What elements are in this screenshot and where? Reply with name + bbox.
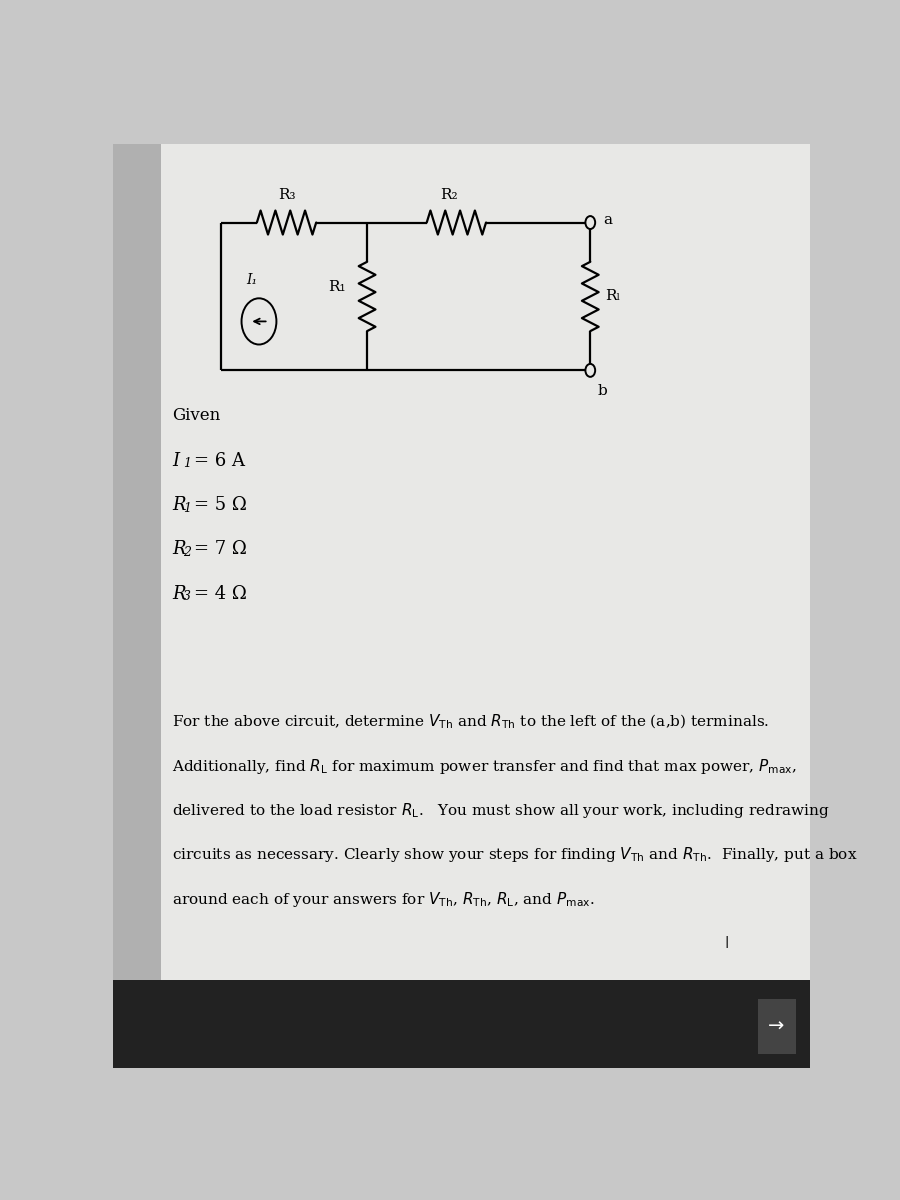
Text: I: I (172, 451, 179, 469)
Text: 2: 2 (183, 546, 191, 559)
Text: Additionally, find $R_{\rm L}$ for maximum power transfer and find that max powe: Additionally, find $R_{\rm L}$ for maxim… (172, 757, 796, 775)
Text: R₃: R₃ (278, 188, 295, 203)
FancyBboxPatch shape (112, 144, 161, 980)
Text: R: R (172, 496, 185, 514)
Text: = 7 Ω: = 7 Ω (194, 540, 247, 558)
Text: 1: 1 (183, 502, 191, 515)
Text: = 5 Ω: = 5 Ω (194, 496, 247, 514)
Text: I₁: I₁ (247, 274, 257, 287)
Text: b: b (598, 384, 607, 397)
Text: delivered to the load resistor $R_{\rm L}$.   You must show all your work, inclu: delivered to the load resistor $R_{\rm L… (172, 800, 830, 820)
Text: 1: 1 (183, 457, 191, 470)
Text: Given: Given (172, 407, 220, 425)
Text: circuits as necessary. Clearly show your steps for finding $V_{\rm Th}$ and $R_{: circuits as necessary. Clearly show your… (172, 845, 858, 864)
Text: 3: 3 (183, 590, 191, 604)
Text: Rₗ: Rₗ (606, 289, 621, 304)
FancyBboxPatch shape (112, 144, 810, 980)
Text: = 4 Ω: = 4 Ω (194, 584, 247, 602)
Text: R: R (172, 584, 185, 602)
Circle shape (241, 299, 276, 344)
Text: R₁: R₁ (328, 281, 346, 294)
Text: I: I (724, 936, 729, 950)
Circle shape (585, 364, 595, 377)
Text: R: R (172, 540, 185, 558)
Text: →: → (769, 1016, 785, 1036)
Text: For the above circuit, determine $V_{\rm Th}$ and $R_{\rm Th}$ to the left of th: For the above circuit, determine $V_{\rm… (172, 713, 769, 731)
FancyBboxPatch shape (758, 998, 796, 1054)
Text: around each of your answers for $V_{\rm Th}$, $R_{\rm Th}$, $R_{\rm L}$, and $P_: around each of your answers for $V_{\rm … (172, 889, 595, 908)
Text: a: a (603, 212, 612, 227)
FancyBboxPatch shape (112, 980, 810, 1068)
Text: R₂: R₂ (441, 188, 458, 203)
Text: = 6 A: = 6 A (194, 451, 245, 469)
Circle shape (585, 216, 595, 229)
